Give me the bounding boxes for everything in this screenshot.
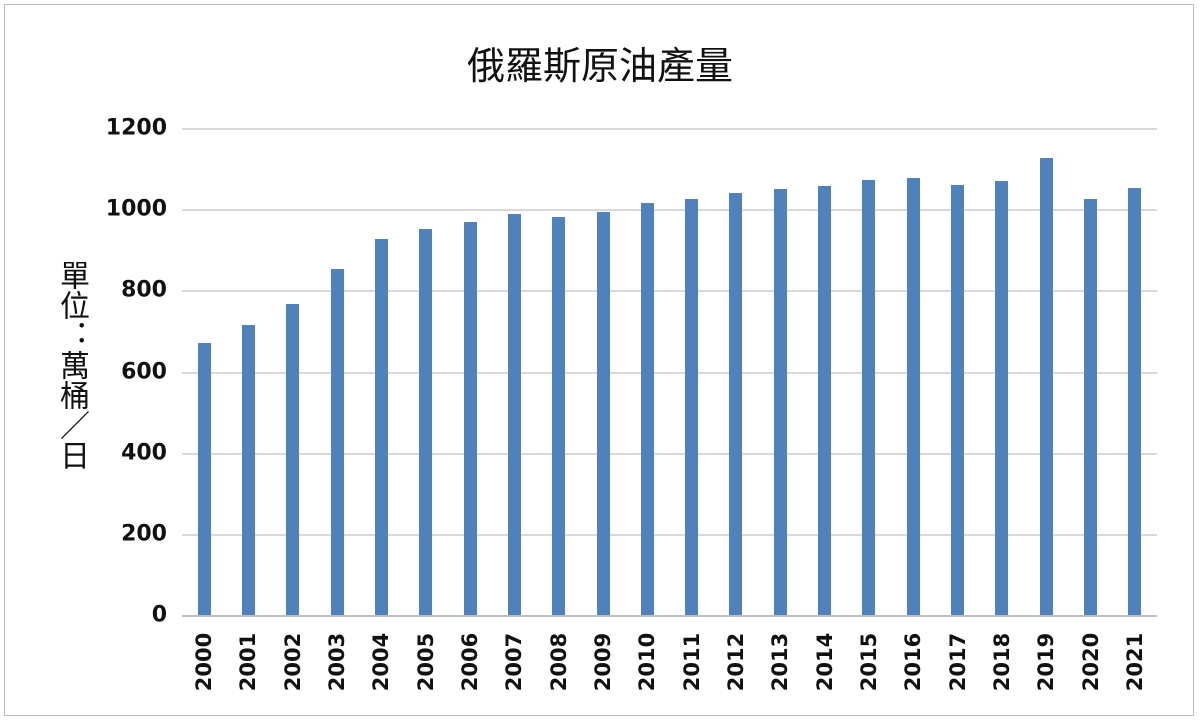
bar-2009 xyxy=(596,212,610,615)
gridline xyxy=(182,128,1157,130)
bar-2018 xyxy=(995,181,1009,615)
x-tick-label: 2008 xyxy=(546,632,571,692)
bar-2020 xyxy=(1084,199,1098,615)
x-tick-label: 2009 xyxy=(591,632,616,692)
y-tick-label: 200 xyxy=(121,521,167,547)
bar-2006 xyxy=(463,222,477,615)
bar-2014 xyxy=(818,186,832,615)
bar-2013 xyxy=(773,189,787,615)
x-tick-label: 2019 xyxy=(1034,632,1059,692)
x-axis-line xyxy=(182,615,1157,617)
bar-2003 xyxy=(330,269,344,615)
bar-2007 xyxy=(507,214,521,615)
x-tick-label: 2010 xyxy=(635,632,660,692)
y-tick-label: 400 xyxy=(121,440,167,466)
y-axis-label: 單位：萬桶／日 xyxy=(54,260,89,470)
x-tick-label: 2007 xyxy=(502,632,527,692)
bar-2017 xyxy=(951,185,965,615)
gridline xyxy=(182,452,1157,455)
y-tick-label: 0 xyxy=(151,602,167,628)
x-tick-label: 2004 xyxy=(369,632,394,692)
x-tick-label: 2003 xyxy=(325,632,350,692)
bar-2016 xyxy=(906,178,920,615)
x-tick-label: 2013 xyxy=(768,632,793,692)
x-tick-label: 2001 xyxy=(236,632,261,692)
x-tick-label: 2017 xyxy=(945,632,970,692)
bar-2000 xyxy=(197,343,211,615)
gridline xyxy=(182,209,1157,212)
y-tick-label: 800 xyxy=(121,277,167,303)
chart-title: 俄羅斯原油產量 xyxy=(466,44,733,88)
bar-2004 xyxy=(374,239,388,615)
x-tick-label: 2005 xyxy=(413,632,438,692)
bar-2008 xyxy=(552,217,566,615)
plot-area xyxy=(182,128,1157,617)
bar-2011 xyxy=(685,199,699,615)
x-tick-label: 2021 xyxy=(1122,632,1147,692)
y-tick-label: 1000 xyxy=(105,196,167,222)
x-tick-label: 2016 xyxy=(901,632,926,692)
x-tick-label: 2012 xyxy=(723,632,748,692)
y-tick-label: 1200 xyxy=(105,115,167,141)
x-tick-label: 2014 xyxy=(812,632,837,692)
x-tick-label: 2015 xyxy=(856,632,881,692)
bar-2015 xyxy=(862,180,876,615)
bar-2021 xyxy=(1128,188,1142,615)
x-tick-label: 2011 xyxy=(679,632,704,692)
x-tick-label: 2000 xyxy=(192,632,217,692)
bar-2010 xyxy=(640,203,654,615)
gridline xyxy=(182,533,1157,536)
x-tick-label: 2018 xyxy=(989,632,1014,692)
x-tick-label: 2006 xyxy=(458,632,483,692)
x-tick-label: 2020 xyxy=(1078,632,1103,692)
bar-2012 xyxy=(729,193,743,615)
bar-2005 xyxy=(419,229,433,615)
bar-2002 xyxy=(286,304,300,615)
x-tick-label: 2002 xyxy=(280,632,305,692)
gridline xyxy=(182,290,1157,293)
bar-2001 xyxy=(241,325,255,615)
y-tick-label: 600 xyxy=(121,359,167,384)
bar-2019 xyxy=(1039,158,1053,615)
gridline xyxy=(182,371,1157,374)
